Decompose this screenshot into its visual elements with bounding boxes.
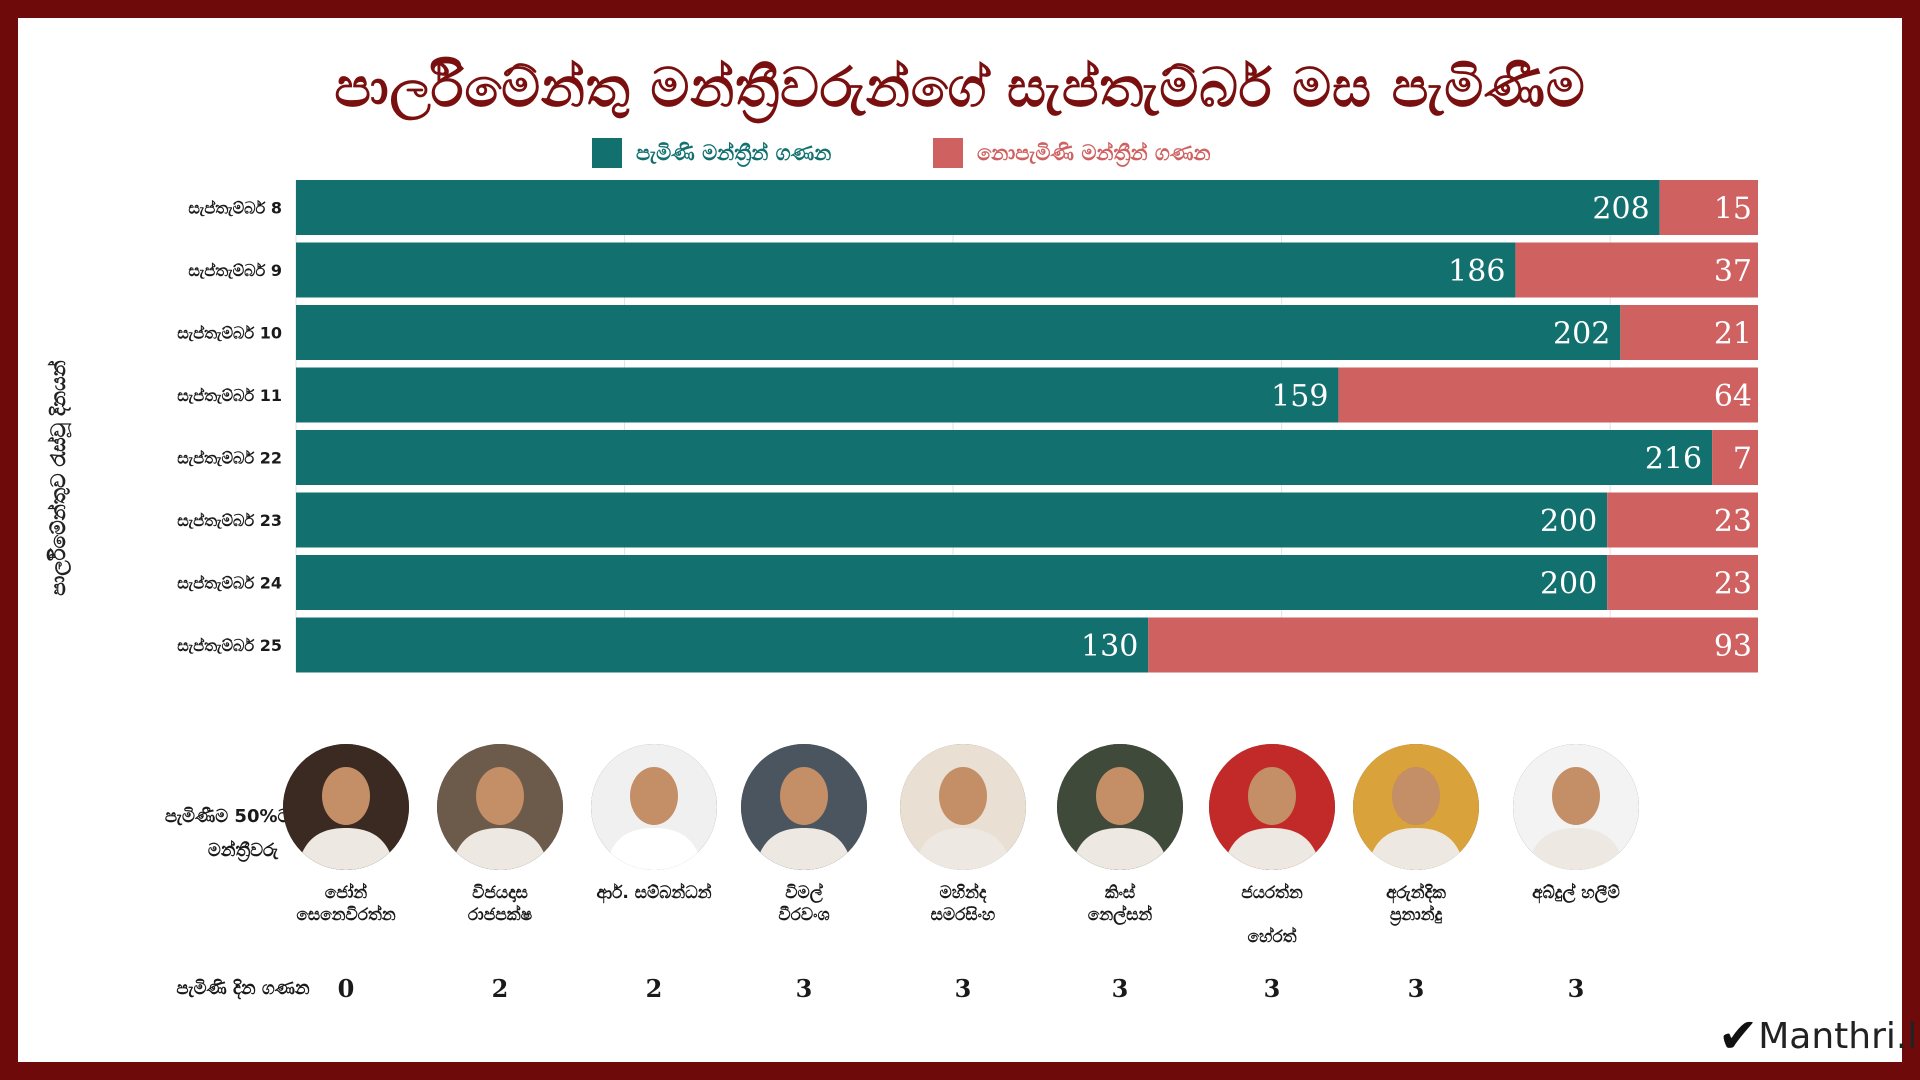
bar-present <box>296 492 1608 548</box>
mp-card: කිංස් නෙල්සන් <box>1035 744 1205 926</box>
days-attended-label: පැමිණි දින ගණන <box>176 978 310 999</box>
legend-label-absent: නොපැමිණි මන්ත්‍රීන් ගණන <box>977 140 1211 165</box>
category-label: සැප්තැම්බර් 11 <box>177 386 282 405</box>
checkmark-icon: ✔ <box>1718 1008 1759 1064</box>
mp-card: විජයදාස රාජපක්ෂ <box>415 744 585 926</box>
bar-present <box>296 180 1660 235</box>
bar-present <box>296 555 1608 610</box>
mp-days-count: 3 <box>1111 974 1129 1003</box>
value-label-absent: 23 <box>1714 567 1752 602</box>
bar-absent <box>1620 305 1758 360</box>
mp-avatar <box>437 744 563 870</box>
value-label-absent: 37 <box>1714 254 1752 289</box>
legend-absent: නොපැමිණි මන්ත්‍රීන් ගණන <box>933 138 1211 168</box>
page-title: පාර්ලිමේන්තු මන්ත්‍රීවරුන්ගේ සැප්තැම්බර්… <box>334 56 1586 119</box>
bar-absent <box>1607 492 1758 548</box>
value-label-present: 200 <box>1540 567 1597 602</box>
mp-days-count: 3 <box>1567 974 1585 1003</box>
mp-avatar <box>741 744 867 870</box>
value-label-present: 159 <box>1271 379 1328 414</box>
mp-days-count: 2 <box>491 974 509 1003</box>
value-label-present: 202 <box>1553 317 1610 352</box>
mp-avatar <box>1209 744 1335 870</box>
mp-avatar <box>283 744 409 870</box>
legend-swatch-absent <box>933 138 963 168</box>
value-label-present: 216 <box>1645 442 1702 477</box>
mp-name: අබ්දුල් හලීම් <box>1532 883 1620 903</box>
bar-absent <box>1659 180 1758 235</box>
category-label: සැප්තැම්බර් 23 <box>177 511 282 530</box>
bar-present <box>296 367 1339 423</box>
bar-present <box>296 617 1149 673</box>
category-label: සැප්තැම්බර් 24 <box>177 574 282 593</box>
mp-card: මහින්ද සමරසිංහ <box>878 744 1048 926</box>
mp-name: කිංස් නෙල්සන් <box>1087 883 1153 925</box>
mp-avatar <box>1513 744 1639 870</box>
bar-present <box>296 430 1713 485</box>
mp-card: අබ්දුල් හලීම් <box>1491 744 1661 904</box>
mp-days-count: 3 <box>1263 974 1281 1003</box>
bar-absent <box>1607 555 1758 610</box>
mp-days-count: 2 <box>645 974 663 1003</box>
mp-card: විමල් වීරවංශ <box>719 744 889 926</box>
mp-days-count: 3 <box>1407 974 1425 1003</box>
legend-swatch-present <box>592 138 622 168</box>
value-label-present: 130 <box>1081 629 1138 664</box>
mp-card: ආර්. සම්බන්ධන් <box>569 744 739 904</box>
mp-days-count: 0 <box>337 974 355 1003</box>
value-label-absent: 15 <box>1714 192 1752 227</box>
mp-name: ජයරත්න හේරත් <box>1241 883 1303 947</box>
mp-name: ආර්. සම්බන්ධන් <box>596 883 712 903</box>
value-label-present: 200 <box>1540 504 1597 539</box>
mp-name: විජයදාස රාජපක්ෂ <box>467 883 533 925</box>
value-label-absent: 7 <box>1733 442 1752 477</box>
value-label-absent: 93 <box>1714 629 1752 664</box>
mp-avatar <box>1353 744 1479 870</box>
category-label: සැප්තැම්බර් 10 <box>177 324 282 343</box>
bar-present <box>296 305 1621 360</box>
chart-legend: පැමිණි මන්ත්‍රීන් ගණන නොපැමිණි මන්ත්‍රීන… <box>18 138 1902 172</box>
brand-logo: ✔Manthri.lk <box>1718 1008 1920 1064</box>
infographic-card: පාර්ලිමේන්තු මන්ත්‍රීවරුන්ගේ සැප්තැම්බර්… <box>18 18 1920 1064</box>
mp-card: ජෝන් සෙනෙවිරත්න <box>261 744 431 926</box>
bar-present <box>296 242 1516 298</box>
legend-present: පැමිණි මන්ත්‍රීන් ගණන <box>592 138 831 168</box>
mp-card: අරුන්දික ප්‍රනාන්දු <box>1331 744 1501 926</box>
mp-name: අරුන්දික ප්‍රනාන්දු <box>1386 883 1446 925</box>
bar-absent <box>1515 242 1758 298</box>
value-label-absent: 23 <box>1714 504 1752 539</box>
mp-section-label: පැමිණීම 50%ට අඩු මන්ත්‍රීවරු <box>164 806 321 861</box>
mp-card: ජයරත්න හේරත් <box>1187 744 1357 948</box>
mp-avatar <box>591 744 717 870</box>
attendance-bar-chart: සැප්තැම්බර් 8 208 15 සැප්තැම්බර් 9 186 37 සැප්… <box>177 180 1758 673</box>
category-label: සැප්තැම්බර් 8 <box>188 199 282 218</box>
category-label: සැප්තැම්බර් 22 <box>177 449 282 468</box>
category-label: සැප්තැම්බර් 9 <box>188 261 282 280</box>
mp-name: ජෝන් සෙනෙවිරත්න <box>296 883 396 925</box>
mp-avatar <box>900 744 1026 870</box>
value-label-absent: 64 <box>1714 379 1752 414</box>
mp-avatar <box>1057 744 1183 870</box>
bar-absent <box>1338 367 1758 423</box>
category-label: සැප්තැම්බර් 25 <box>177 636 282 655</box>
mp-name: විමල් වීරවංශ <box>778 883 830 925</box>
mp-name: මහින්ද සමරසිංහ <box>930 883 996 925</box>
mp-days-count: 3 <box>954 974 972 1003</box>
value-label-absent: 21 <box>1714 317 1752 352</box>
mp-days-count: 3 <box>795 974 813 1003</box>
bar-absent <box>1148 617 1758 673</box>
value-label-present: 208 <box>1592 192 1649 227</box>
value-label-present: 186 <box>1448 254 1505 289</box>
legend-label-present: පැමිණි මන්ත්‍රීන් ගණන <box>636 140 832 165</box>
bar-absent <box>1712 430 1758 485</box>
brand-name: Manthri.lk <box>1758 1016 1920 1057</box>
